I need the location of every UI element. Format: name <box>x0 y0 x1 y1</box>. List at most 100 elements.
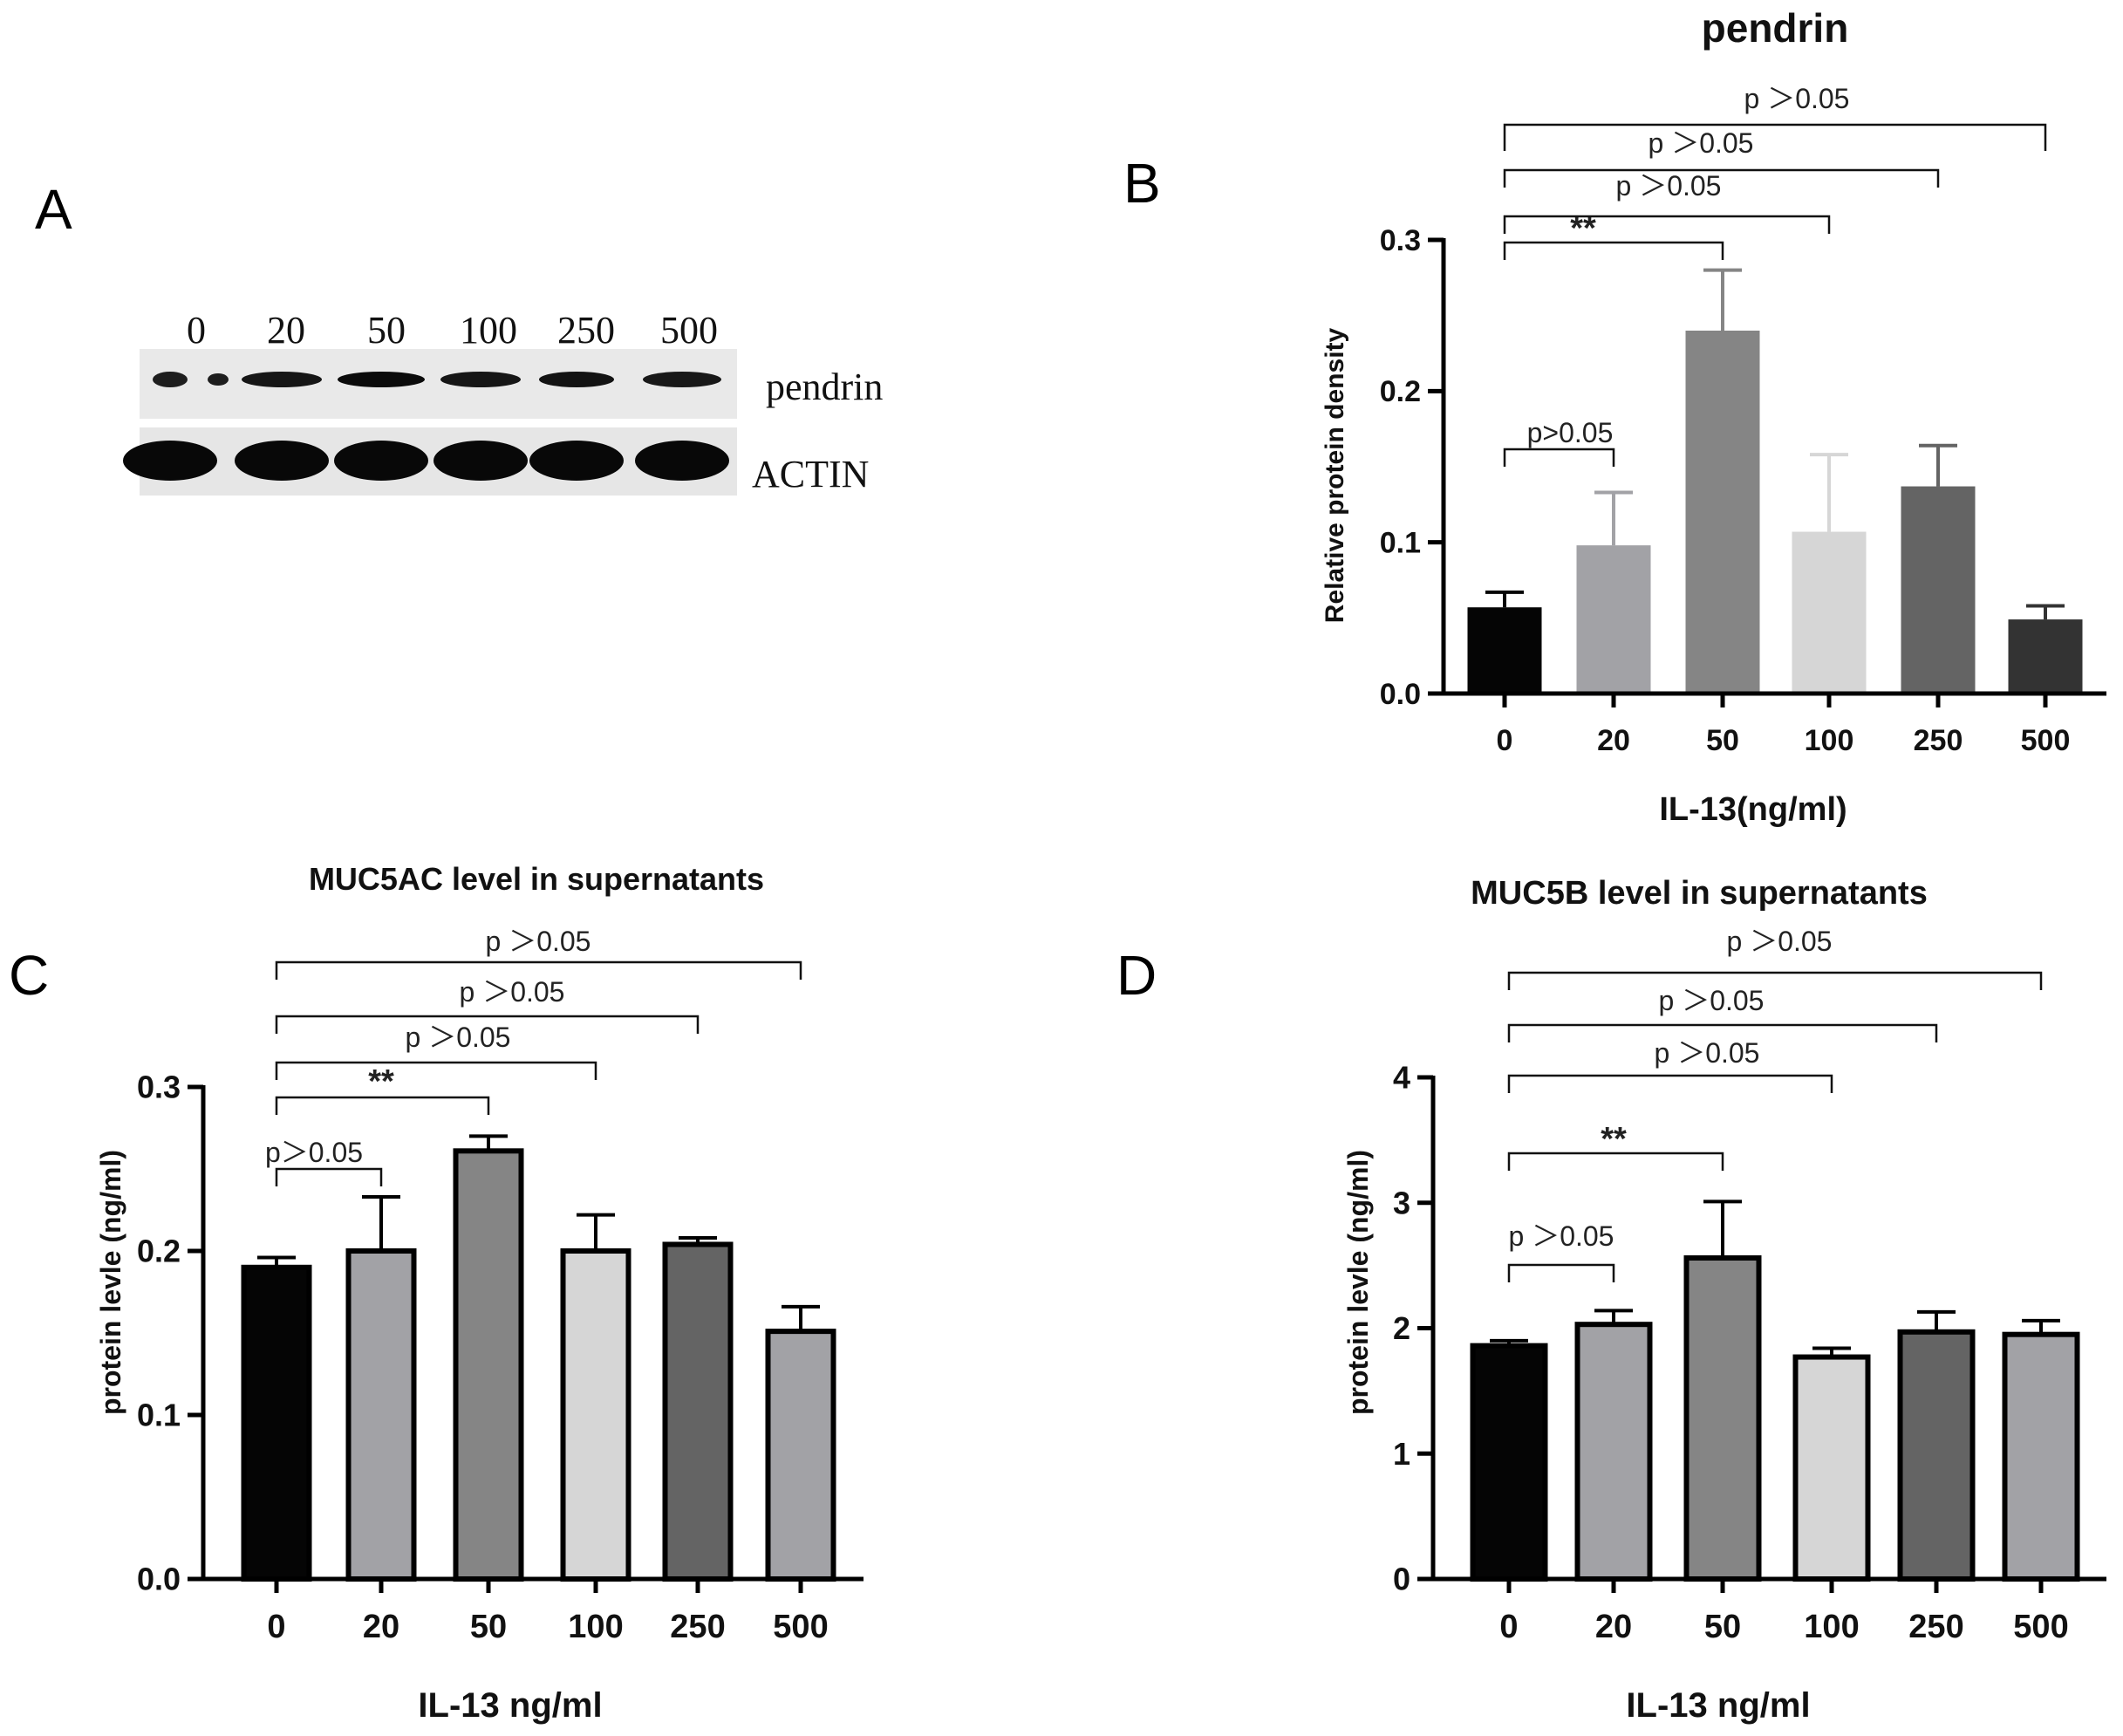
significance-bracket: p ＞0.05 <box>1503 83 2047 151</box>
y-tick-label: 0.2 <box>137 1234 181 1269</box>
bar <box>1792 531 1867 694</box>
panel-letter-d: D <box>1116 944 1157 1007</box>
bar <box>1897 1329 1976 1582</box>
y-tick-label: 0.3 <box>137 1070 181 1105</box>
significance-label: p ＞0.05 <box>1509 1220 1614 1252</box>
chart-title: MUC5AC level in supernatants <box>309 861 764 897</box>
x-axis-label: IL-13(ng/ml) <box>1659 791 1847 828</box>
blot-band-pendrin <box>440 372 521 387</box>
x-tick-label: 100 <box>1804 1609 1859 1645</box>
significance-label: ** <box>1601 1121 1627 1158</box>
error-bar <box>782 1304 820 1332</box>
error-bar <box>1594 490 1633 546</box>
blot-band-pendrin <box>242 372 322 387</box>
significance-bracket: p ＞0.05 <box>275 976 700 1034</box>
error-bar <box>469 1134 508 1152</box>
significance-label: p ＞0.05 <box>406 1022 511 1053</box>
x-tick-label: 20 <box>363 1609 399 1645</box>
significance-bracket: p＞0.05 <box>265 1137 383 1186</box>
x-tick-label: 250 <box>1908 1609 1963 1645</box>
x-tick-label: 20 <box>1595 1609 1632 1645</box>
x-tick-label: 50 <box>1704 1609 1741 1645</box>
error-bar <box>1703 268 1742 331</box>
y-tick-label: 0.1 <box>137 1398 181 1433</box>
blot-band-actin <box>635 441 729 481</box>
bar <box>1901 486 1976 694</box>
significance-label: p ＞0.05 <box>1744 83 1850 114</box>
bar <box>2008 619 2083 694</box>
bar <box>2002 1331 2080 1582</box>
blot-band-actin <box>433 441 528 481</box>
panel-letter-c: C <box>9 944 49 1007</box>
error-bar <box>1490 1338 1528 1346</box>
significance-bracket: ** <box>275 1063 490 1115</box>
error-bar <box>362 1194 400 1251</box>
bar <box>1574 1322 1653 1582</box>
blot-band-actin <box>123 441 217 481</box>
error-bar <box>1810 453 1848 532</box>
blot-row-label-pendrin: pendrin <box>766 366 883 408</box>
significance-label: p ＞0.05 <box>486 926 591 957</box>
blot-band-actin <box>529 441 624 481</box>
blot-lane-label: 50 <box>367 309 406 352</box>
x-tick-label: 0 <box>1499 1609 1518 1645</box>
bar <box>1467 607 1542 694</box>
y-tick-label: 0.1 <box>1380 527 1421 560</box>
significance-bracket: p>0.05 <box>1503 417 1615 467</box>
blot-row-label-actin: ACTIN <box>752 453 869 496</box>
significance-bracket: ** <box>1503 210 1724 260</box>
x-tick-label: 100 <box>1805 724 1854 757</box>
bar <box>1470 1343 1548 1582</box>
significance-bracket: p ＞0.05 <box>1507 1037 1833 1093</box>
y-axis-label: Relative protein density <box>1321 327 1349 623</box>
significance-bracket: p ＞0.05 <box>1507 985 1938 1042</box>
x-tick-label: 100 <box>568 1609 623 1645</box>
panel-letter-b: B <box>1123 152 1161 215</box>
error-bar <box>679 1235 717 1245</box>
error-bar <box>1917 1309 1956 1332</box>
significance-label: p ＞0.05 <box>1655 1037 1760 1069</box>
y-tick-label: 2 <box>1393 1310 1410 1346</box>
x-tick-label: 500 <box>2021 724 2071 757</box>
significance-label: p ＞0.05 <box>460 976 565 1008</box>
x-tick-label: 50 <box>470 1609 507 1645</box>
blot-lane-label: 0 <box>187 309 206 352</box>
western-blot: 0 20 50 100 250 500 pendrin ACTIN <box>123 309 883 496</box>
x-axis-label: IL-13 ng/ml <box>418 1686 602 1725</box>
error-bar <box>1703 1199 1742 1258</box>
error-bar <box>257 1255 296 1268</box>
y-axis-label: protein levle (ng/ml) <box>95 1150 126 1415</box>
chart-muc5ac: MUC5AC level in supernatants protein lev… <box>95 861 864 1725</box>
bar <box>345 1248 417 1582</box>
bar <box>765 1329 836 1582</box>
y-axis-label: protein levle (ng/ml) <box>1342 1150 1374 1415</box>
y-tick-label: 0.3 <box>1380 224 1421 257</box>
error-bar <box>1485 590 1524 608</box>
significance-bracket: p ＞0.05 <box>275 1022 597 1080</box>
y-tick-label: 0.2 <box>1380 375 1421 408</box>
x-tick-label: 0 <box>267 1609 285 1645</box>
error-bar <box>577 1213 615 1251</box>
blot-band-actin <box>334 441 428 481</box>
y-tick-label: 0.0 <box>1380 678 1421 711</box>
x-tick-label: 250 <box>670 1609 725 1645</box>
error-bar <box>1812 1346 1851 1357</box>
bar <box>1685 331 1760 694</box>
x-tick-label: 50 <box>1706 724 1739 757</box>
significance-label: p ＞0.05 <box>1659 985 1765 1016</box>
significance-bracket: p ＞0.05 <box>1507 926 2043 990</box>
blot-band-pendrin <box>643 372 721 387</box>
blot-lane-label: 500 <box>660 309 718 352</box>
y-tick-label: 1 <box>1393 1436 1410 1472</box>
chart-muc5b: MUC5B level in supernatants protein levl… <box>1342 875 2106 1725</box>
y-tick-label: 0.0 <box>137 1562 181 1597</box>
significance-label: p＞0.05 <box>265 1137 363 1168</box>
error-bar <box>2022 1318 2060 1335</box>
significance-bracket: p ＞0.05 <box>1503 127 1940 188</box>
error-bar <box>1594 1309 1633 1325</box>
blot-band-pendrin <box>208 373 229 386</box>
x-tick-label: 250 <box>1914 724 1963 757</box>
bar <box>1792 1354 1871 1582</box>
bar <box>560 1248 631 1582</box>
